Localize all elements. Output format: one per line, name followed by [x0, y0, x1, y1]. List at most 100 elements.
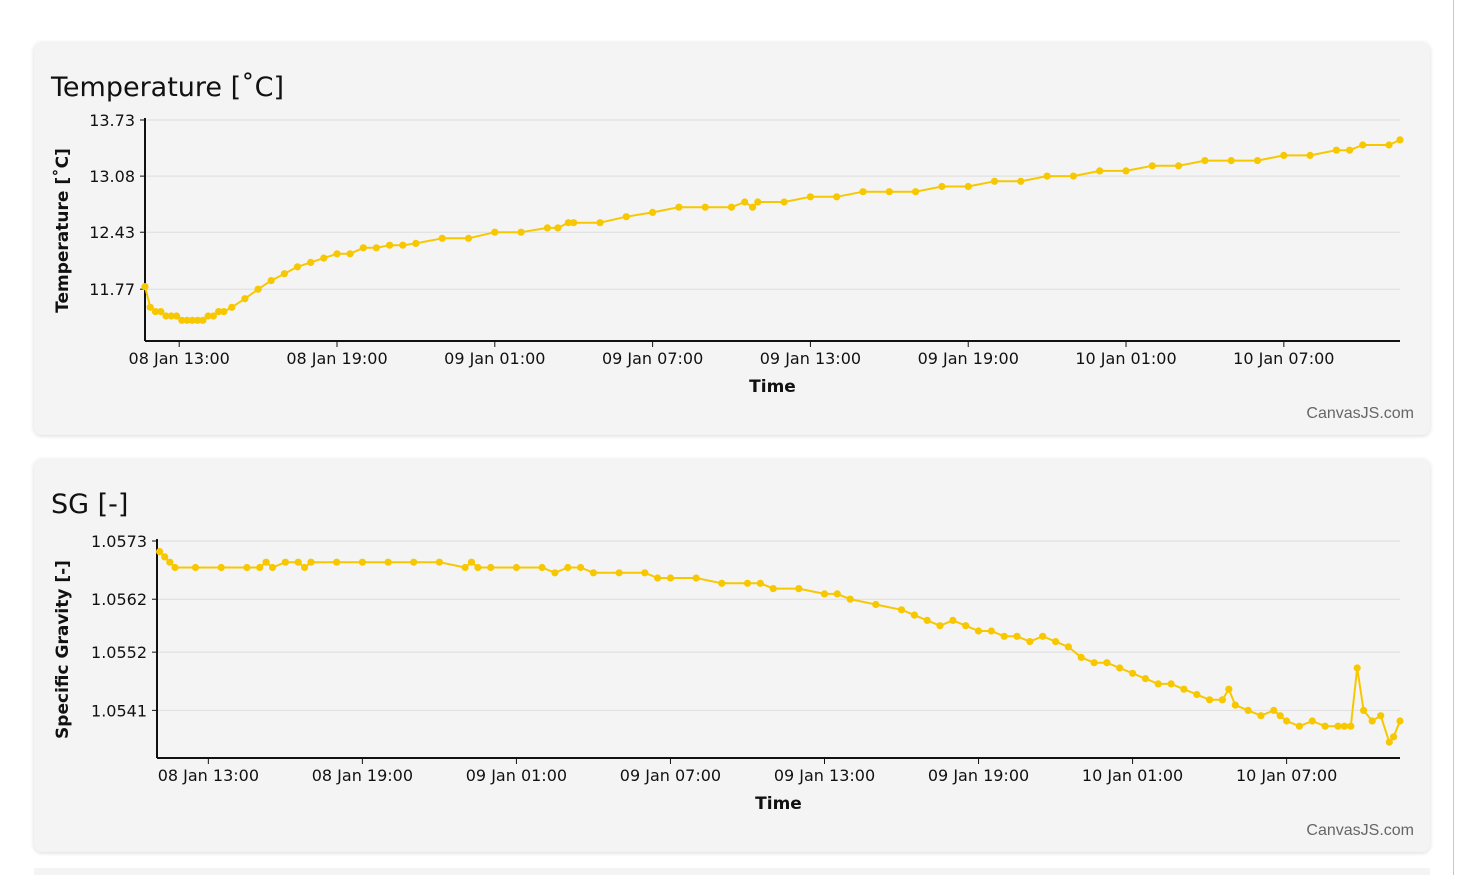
data-point	[410, 558, 418, 566]
data-point	[1396, 136, 1404, 144]
y-tick-label: 12.43	[89, 223, 135, 242]
data-point	[990, 177, 999, 185]
data-point	[157, 308, 165, 316]
data-point	[474, 563, 482, 572]
x-tick-label: 09 Jan 19:00	[928, 766, 1029, 785]
data-point	[491, 228, 499, 236]
data-point	[622, 213, 630, 221]
x-axis-title: Time	[749, 377, 796, 397]
data-point	[1180, 685, 1188, 693]
data-point	[307, 558, 315, 566]
data-point	[1017, 177, 1025, 185]
data-point	[1103, 659, 1111, 667]
data-point	[936, 622, 944, 630]
data-point	[1218, 696, 1226, 704]
data-point	[551, 569, 559, 577]
data-point	[183, 316, 191, 324]
data-point	[885, 188, 893, 196]
x-tick-label: 09 Jan 07:00	[620, 766, 721, 785]
x-tick-label: 09 Jan 01:00	[466, 766, 567, 785]
data-point	[293, 263, 302, 271]
data-point	[538, 563, 546, 572]
data-point	[267, 277, 275, 285]
data-point	[294, 558, 302, 566]
data-point	[217, 563, 225, 572]
data-point	[649, 208, 657, 216]
data-point	[1368, 717, 1376, 725]
data-point	[1377, 712, 1385, 720]
data-point	[188, 316, 196, 324]
chart-title: Temperature [˚C]	[50, 72, 284, 103]
series-line	[144, 138, 1401, 322]
data-point	[178, 316, 186, 324]
data-point	[1280, 151, 1288, 159]
data-point	[1385, 141, 1393, 149]
data-point	[281, 558, 289, 566]
data-point	[1129, 669, 1137, 677]
data-point	[204, 312, 212, 320]
x-tick-label: 09 Jan 13:00	[760, 349, 861, 368]
data-point	[372, 244, 380, 252]
data-point	[727, 203, 736, 211]
data-point	[280, 270, 288, 278]
data-point	[161, 553, 169, 561]
x-tick-label: 08 Jan 13:00	[129, 349, 230, 368]
y-tick-label: 1.0552	[91, 643, 147, 662]
y-tick-label: 1.0541	[91, 701, 147, 720]
data-point	[228, 303, 236, 311]
data-point	[1175, 162, 1183, 170]
data-point	[1043, 172, 1051, 180]
data-point	[596, 219, 604, 227]
data-point	[467, 558, 476, 566]
data-point	[820, 590, 829, 598]
y-tick-label: 13.73	[89, 111, 135, 130]
data-point	[554, 224, 562, 232]
data-point	[512, 563, 520, 572]
data-point	[912, 188, 920, 196]
data-point	[1332, 146, 1340, 154]
x-tick-label: 09 Jan 01:00	[444, 349, 545, 368]
data-point	[1064, 643, 1072, 651]
data-point	[654, 574, 662, 582]
data-point	[718, 579, 726, 587]
x-axis-title: Time	[755, 794, 802, 814]
data-point	[1359, 141, 1367, 149]
data-point	[756, 579, 764, 587]
data-point	[464, 234, 473, 242]
data-point	[692, 574, 700, 582]
data-point	[359, 244, 367, 252]
data-point	[215, 308, 223, 316]
x-tick-label: 08 Jan 13:00	[158, 766, 259, 785]
data-point	[268, 563, 277, 572]
data-point	[399, 241, 407, 249]
data-point	[209, 312, 217, 320]
data-point	[1270, 706, 1278, 714]
data-point	[1321, 722, 1329, 730]
data-point	[754, 198, 762, 206]
data-point	[517, 228, 525, 236]
data-point	[1069, 172, 1077, 180]
data-point	[564, 219, 573, 227]
data-point	[1096, 167, 1104, 175]
data-point	[461, 563, 469, 572]
data-point	[1141, 675, 1149, 683]
data-point	[974, 627, 983, 635]
data-point	[1052, 638, 1060, 646]
data-point	[589, 569, 598, 577]
sg-chart: SG [-] 1.0573 1.0562 1.0552 1.0541 08 Jan 13:…	[51, 489, 1414, 839]
next-card-edge	[34, 868, 1430, 875]
data-point	[1201, 157, 1209, 165]
data-point	[577, 563, 585, 572]
data-point	[1308, 717, 1316, 725]
data-point	[675, 203, 683, 211]
data-point	[1227, 157, 1235, 165]
data-point	[749, 203, 757, 211]
data-point	[156, 548, 164, 556]
data-point	[194, 316, 202, 324]
data-point	[146, 303, 154, 311]
data-point	[1154, 680, 1162, 688]
data-point	[1257, 712, 1265, 720]
data-point	[938, 182, 946, 191]
data-point	[872, 600, 880, 609]
data-point	[641, 569, 649, 577]
